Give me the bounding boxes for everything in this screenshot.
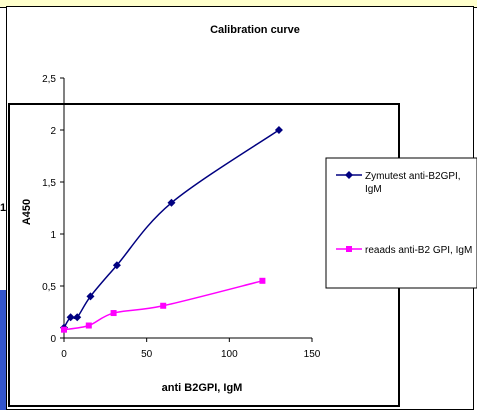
x-axis-label: anti B2GPI, IgM [162, 382, 243, 394]
background-left-strip [0, 290, 6, 410]
legend: Zymutest anti-B2GPI, IgM reaads anti-B2 … [325, 157, 477, 289]
legend-box [325, 157, 477, 289]
data-point [160, 302, 167, 309]
data-point [259, 277, 266, 284]
background-side-label: 1 [0, 202, 6, 214]
data-point [167, 198, 176, 207]
x-ticks: 0 50 100 150 [61, 338, 321, 360]
y-ticks: 0 0,5 1 1,5 2 2,5 [42, 74, 64, 345]
legend-label-zymutest-line2: IgM [365, 184, 382, 195]
x-tick-label: 150 [304, 349, 321, 360]
legend-label-reaads: reaads anti-B2 GPI, IgM [365, 245, 472, 256]
legend-marker-zymutest [345, 171, 353, 179]
y-axis-label: A450 [21, 199, 33, 225]
y-tick-label: 2,5 [42, 74, 56, 85]
series-layer [60, 126, 283, 333]
y-tick-label: 1,5 [42, 178, 56, 189]
data-point [274, 126, 283, 134]
chart-title: Calibration curve [210, 24, 300, 36]
series-line-0 [63, 129, 280, 329]
data-point [86, 292, 95, 301]
data-point [110, 310, 117, 317]
legend-marker-reaads [346, 246, 352, 252]
data-point [85, 322, 92, 329]
data-point [112, 261, 121, 270]
legend-label-zymutest-line1: Zymutest anti-B2GPI, [365, 171, 461, 182]
x-tick-label: 50 [141, 349, 153, 360]
data-point [73, 313, 82, 322]
y-tick-label: 2 [50, 126, 56, 137]
y-tick-label: 0,5 [42, 282, 56, 293]
x-tick-label: 100 [221, 349, 238, 360]
data-point [61, 326, 67, 333]
data-point [66, 313, 75, 322]
legend-label-zymutest: Zymutest anti-B2GPI, IgM [365, 171, 463, 195]
y-tick-label: 1 [50, 230, 56, 241]
x-tick-label: 0 [61, 349, 67, 360]
y-tick-label: 0 [50, 334, 56, 345]
